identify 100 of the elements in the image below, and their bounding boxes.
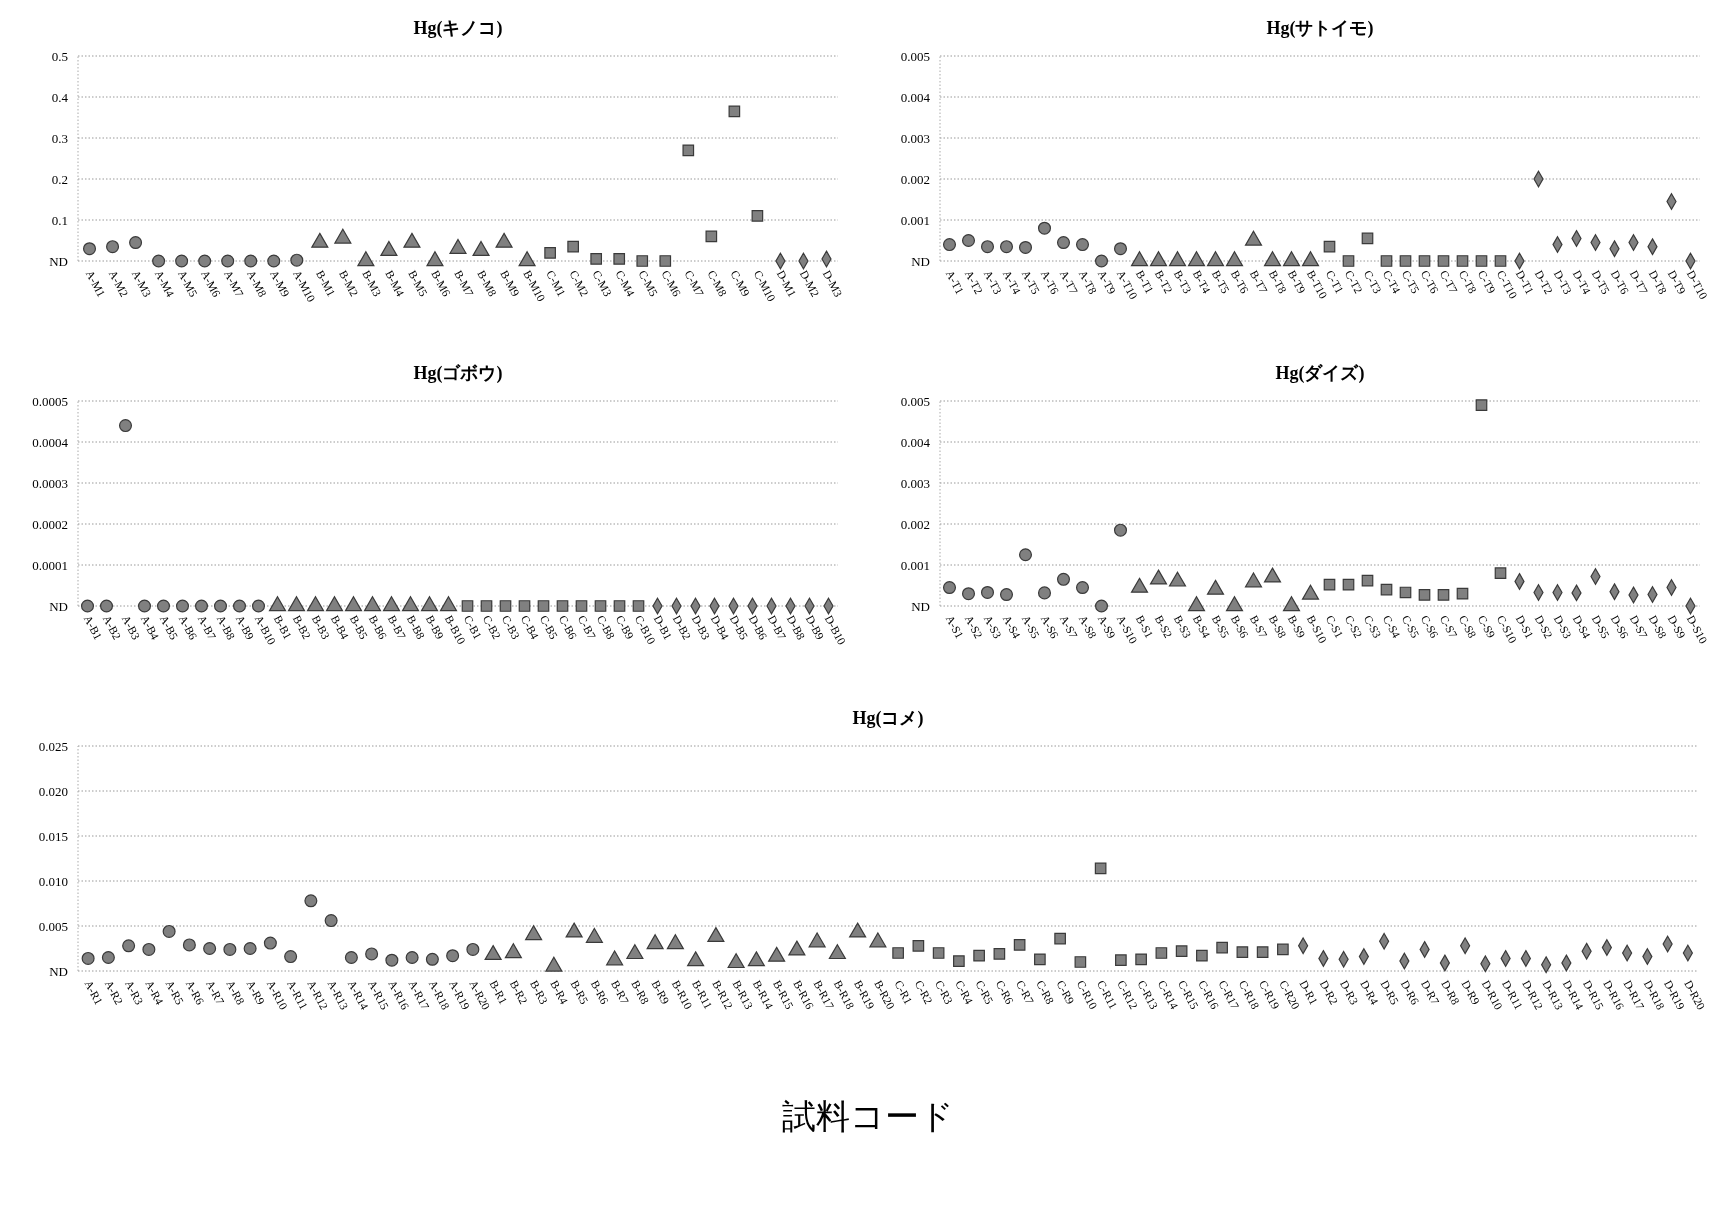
point [705,230,718,243]
point [1437,589,1450,601]
point [1323,240,1336,253]
y-tick-label: 0.015 [38,828,68,844]
x-tick-label: D-R9 [1459,978,1483,1007]
y-tick-label: 0.001 [900,557,930,573]
point [707,927,725,942]
point [626,944,644,960]
point [606,950,624,966]
y-tick-label: 0.4 [51,89,69,105]
x-tick-label: C-R9 [1054,978,1077,1007]
point [1175,945,1188,958]
point [980,240,995,254]
x-tick-label: D-R4 [1358,978,1381,1007]
x-tick-label: B-R9 [649,978,672,1007]
point [198,254,212,268]
point [1263,251,1282,267]
point [727,953,745,969]
point [942,581,957,595]
point [405,950,419,965]
point [980,585,995,599]
point [999,240,1014,254]
x-tick-label: C-R4 [953,978,976,1007]
x-tick-label: C-M1 [544,268,568,299]
point [525,925,543,941]
point [1130,251,1149,267]
point [1301,251,1320,267]
point [666,934,684,950]
point [1094,254,1109,268]
point [544,246,556,259]
y-tick-label: ND [911,253,930,269]
point [466,942,480,956]
point [912,939,925,952]
point [1113,523,1128,537]
x-tick-label: B-M2 [337,268,361,299]
point [365,947,379,961]
y-tick-label: ND [49,963,68,979]
point [357,251,375,267]
point [1342,578,1355,591]
point [81,951,95,965]
x-tick-label: B-R8 [629,978,652,1007]
y-tick-label: 0.003 [900,130,930,146]
point [687,951,705,967]
x-tick-label: C-M7 [682,268,707,299]
y-tick-label: 0.004 [900,434,931,450]
x-tick-label: C-M4 [613,268,638,299]
y-tick-label: ND [49,598,68,614]
point [682,144,695,157]
point [1494,255,1507,267]
point [1037,586,1052,600]
point [567,240,579,253]
point [565,922,583,938]
point [892,947,904,959]
y-tick-label: 0.005 [900,393,930,409]
point [290,253,304,267]
point [1094,599,1109,613]
point [223,942,237,956]
x-tick-label: D-M3 [820,268,845,299]
chart-title: Hg(コメ) [852,708,924,729]
x-tick-label: C-M3 [590,268,615,299]
y-tick-label: 0.002 [900,171,930,187]
point [324,914,338,928]
y-tick-label: 0.005 [38,918,68,934]
point [1094,862,1107,875]
y-tick-label: 0.020 [38,783,68,799]
chart-title: Hg(ゴボウ) [413,363,503,384]
point [504,943,522,959]
y-tick-label: 0.0004 [32,434,69,450]
x-tick-label: B-R4 [548,978,571,1007]
x-tick-label: A-M1 [83,268,108,299]
chart-title: Hg(サトイモ) [1266,18,1374,39]
point [446,949,460,963]
point [1206,251,1225,267]
point [828,944,846,960]
y-tick-label: 0.001 [900,212,930,228]
point [659,255,672,267]
x-tick-label: A-S9 [1095,613,1118,641]
y-tick-label: 0.0001 [32,557,68,573]
point [1399,255,1412,267]
point [1282,251,1301,267]
point [1018,240,1033,254]
point [1115,954,1127,967]
point [1034,953,1046,966]
point [1475,255,1488,267]
point [1113,242,1128,256]
point [1054,932,1066,945]
point [304,894,318,908]
point [385,953,399,967]
point [1475,399,1488,411]
x-tick-label: A-R9 [244,978,268,1007]
point [1075,238,1090,252]
point [953,955,965,967]
point [221,254,235,268]
point [1236,946,1249,958]
point [1075,581,1090,595]
point [788,940,806,956]
y-tick-label: 0.1 [51,212,68,228]
y-tick-label: 0.025 [38,738,68,754]
x-tick-label: C-R5 [973,978,996,1007]
point [203,941,217,956]
